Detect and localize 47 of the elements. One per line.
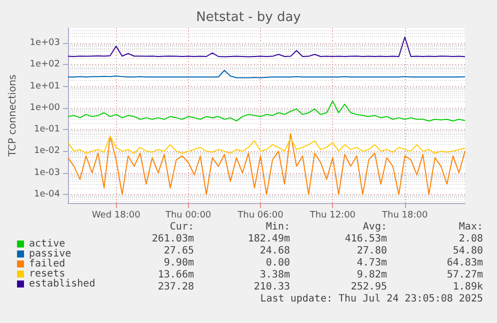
legend-label: active: [29, 238, 66, 250]
text: 261.03m: [152, 234, 194, 244]
y-axis-title: TCP connections: [8, 74, 18, 158]
y-tick-label: 1e+02: [30, 60, 60, 70]
text: 27.65: [164, 246, 194, 256]
y-tick-label: 1e-03: [34, 168, 60, 178]
y-tick-label: 1e-02: [34, 146, 60, 156]
text: Avg:: [362, 222, 387, 232]
text: Max:: [458, 222, 483, 232]
text: Cur:: [170, 222, 194, 232]
text: 27.80: [356, 246, 387, 256]
chart-title: Netstat - by day: [196, 10, 302, 25]
text: 9.82m: [356, 270, 387, 280]
text: 57.27m: [446, 270, 483, 280]
x-tick-label: Wed 18:00: [92, 210, 141, 220]
text: 64.83m: [446, 258, 483, 268]
text: 210.33: [254, 282, 290, 292]
y-tick-label: 1e-04: [34, 189, 60, 200]
x-tick-label: Thu 06:00: [236, 210, 284, 220]
text: Min:: [266, 222, 290, 232]
text: 4.73m: [356, 258, 387, 268]
text: 0.00: [266, 258, 290, 268]
line-series: [68, 100, 466, 122]
legend-label: passive: [29, 248, 72, 260]
text: 182.49m: [248, 234, 290, 244]
text: 3.38m: [260, 270, 290, 280]
legend-label: failed: [29, 258, 66, 270]
text: 2.08: [458, 234, 483, 244]
text: 24.68: [260, 246, 290, 256]
text: Last update: Thu Jul 24 23:05:08 2025: [260, 294, 483, 304]
x-tick-label: Thu 12:00: [308, 210, 356, 220]
text: 237.28: [158, 282, 194, 292]
line-series: [68, 36, 466, 58]
y-tick-label: 1e+01: [30, 81, 60, 92]
y-tick-label: 1e+00: [30, 102, 60, 113]
text: 13.66m: [158, 270, 194, 280]
text: 54.80: [452, 246, 483, 256]
text: 1.89k: [452, 282, 483, 292]
x-tick-label: Thu 18:00: [380, 210, 428, 220]
y-tick-label: 1e-01: [34, 124, 60, 135]
legend-label: resets: [29, 268, 66, 280]
text: 9.90m: [164, 258, 194, 268]
y-tick-label: 1e+03: [30, 38, 60, 48]
text: 416.53m: [344, 234, 387, 244]
legend-label: established: [29, 278, 96, 290]
text: 252.95: [350, 282, 387, 292]
x-tick-label: Thu 00:00: [164, 210, 212, 220]
